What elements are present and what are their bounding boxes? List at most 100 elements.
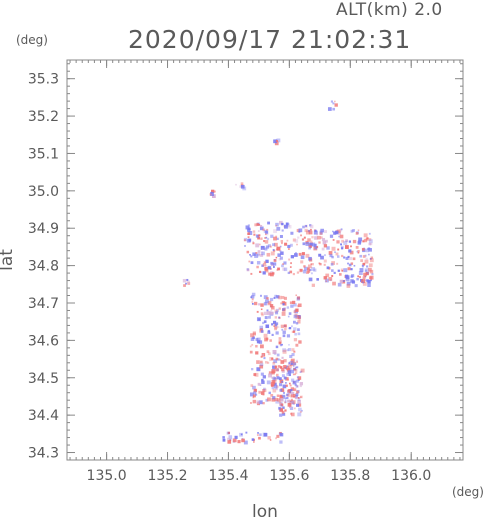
data-point	[298, 303, 302, 308]
data-point	[365, 238, 369, 241]
data-point	[250, 384, 254, 387]
data-point	[266, 309, 269, 312]
x-tick-label: 135.8	[330, 468, 370, 484]
data-point	[290, 412, 293, 415]
data-point	[274, 325, 278, 329]
data-point	[267, 302, 271, 306]
data-point	[337, 282, 342, 287]
data-point	[265, 259, 269, 264]
data-point	[213, 190, 216, 193]
data-point	[257, 236, 260, 240]
data-point	[260, 224, 263, 228]
data-point	[248, 238, 252, 242]
data-point	[369, 258, 374, 263]
data-point	[316, 278, 319, 281]
data-point	[253, 301, 258, 306]
data-point	[356, 277, 359, 281]
data-point	[273, 384, 278, 389]
data-point	[365, 271, 369, 276]
data-point	[279, 413, 283, 417]
data-point	[182, 278, 187, 283]
data-point	[261, 378, 264, 382]
data-point	[314, 246, 318, 250]
data-point	[280, 251, 284, 255]
data-point	[350, 229, 354, 233]
data-point	[329, 254, 333, 258]
data-point	[330, 262, 334, 266]
data-point	[265, 245, 270, 249]
data-point	[268, 272, 272, 276]
data-point	[329, 234, 334, 238]
data-point	[291, 325, 293, 328]
data-point	[363, 272, 367, 277]
data-point	[261, 248, 264, 251]
data-point	[321, 237, 326, 242]
y-tick-label: 34.4	[28, 408, 59, 424]
data-point	[280, 388, 285, 392]
data-point	[295, 294, 298, 297]
data-point	[313, 268, 317, 272]
data-point	[263, 301, 268, 306]
data-point	[274, 324, 277, 327]
data-point	[279, 359, 282, 361]
y-tick-label: 34.9	[28, 221, 59, 237]
data-point	[364, 259, 369, 264]
data-point	[239, 432, 243, 437]
data-point	[274, 397, 278, 402]
data-point	[274, 242, 278, 247]
data-point	[361, 279, 366, 284]
data-point	[271, 397, 276, 402]
data-point	[284, 327, 287, 331]
data-point	[365, 257, 368, 260]
data-point	[309, 224, 312, 227]
data-point	[361, 264, 364, 267]
data-point	[349, 250, 354, 255]
data-point	[282, 349, 287, 354]
data-point	[305, 253, 310, 258]
data-point	[369, 269, 374, 274]
data-point	[256, 360, 260, 364]
data-point	[300, 260, 304, 264]
data-point	[296, 366, 299, 369]
data-point	[256, 340, 260, 344]
data-point	[259, 433, 262, 436]
data-point	[334, 230, 339, 235]
data-point	[262, 271, 266, 275]
data-point	[262, 375, 266, 379]
data-point	[310, 228, 312, 231]
data-point	[281, 222, 284, 226]
data-point	[248, 260, 251, 263]
data-point	[362, 262, 366, 266]
data-point	[256, 253, 260, 257]
data-point	[366, 265, 369, 268]
data-point	[292, 330, 296, 333]
data-point	[255, 252, 258, 255]
data-point	[276, 353, 280, 357]
data-point	[332, 281, 336, 286]
data-point	[369, 242, 373, 246]
data-point	[288, 327, 292, 330]
data-point	[288, 258, 291, 261]
data-point	[257, 230, 260, 232]
data-point	[249, 401, 252, 404]
data-point	[362, 281, 367, 286]
data-point	[268, 315, 271, 319]
data-point	[352, 229, 355, 232]
data-point	[266, 252, 271, 257]
data-point	[271, 386, 274, 390]
data-point	[222, 438, 226, 442]
data-point	[281, 356, 284, 359]
data-point	[288, 400, 292, 404]
data-point	[270, 309, 273, 312]
data-point	[340, 268, 344, 272]
data-point	[361, 265, 365, 268]
data-point	[273, 359, 278, 364]
data-point	[252, 242, 255, 245]
data-point	[290, 304, 294, 308]
data-point	[273, 325, 275, 328]
data-point	[333, 271, 336, 274]
data-point	[299, 384, 302, 388]
data-point	[260, 237, 263, 240]
data-point	[320, 255, 324, 260]
data-point	[261, 264, 264, 267]
